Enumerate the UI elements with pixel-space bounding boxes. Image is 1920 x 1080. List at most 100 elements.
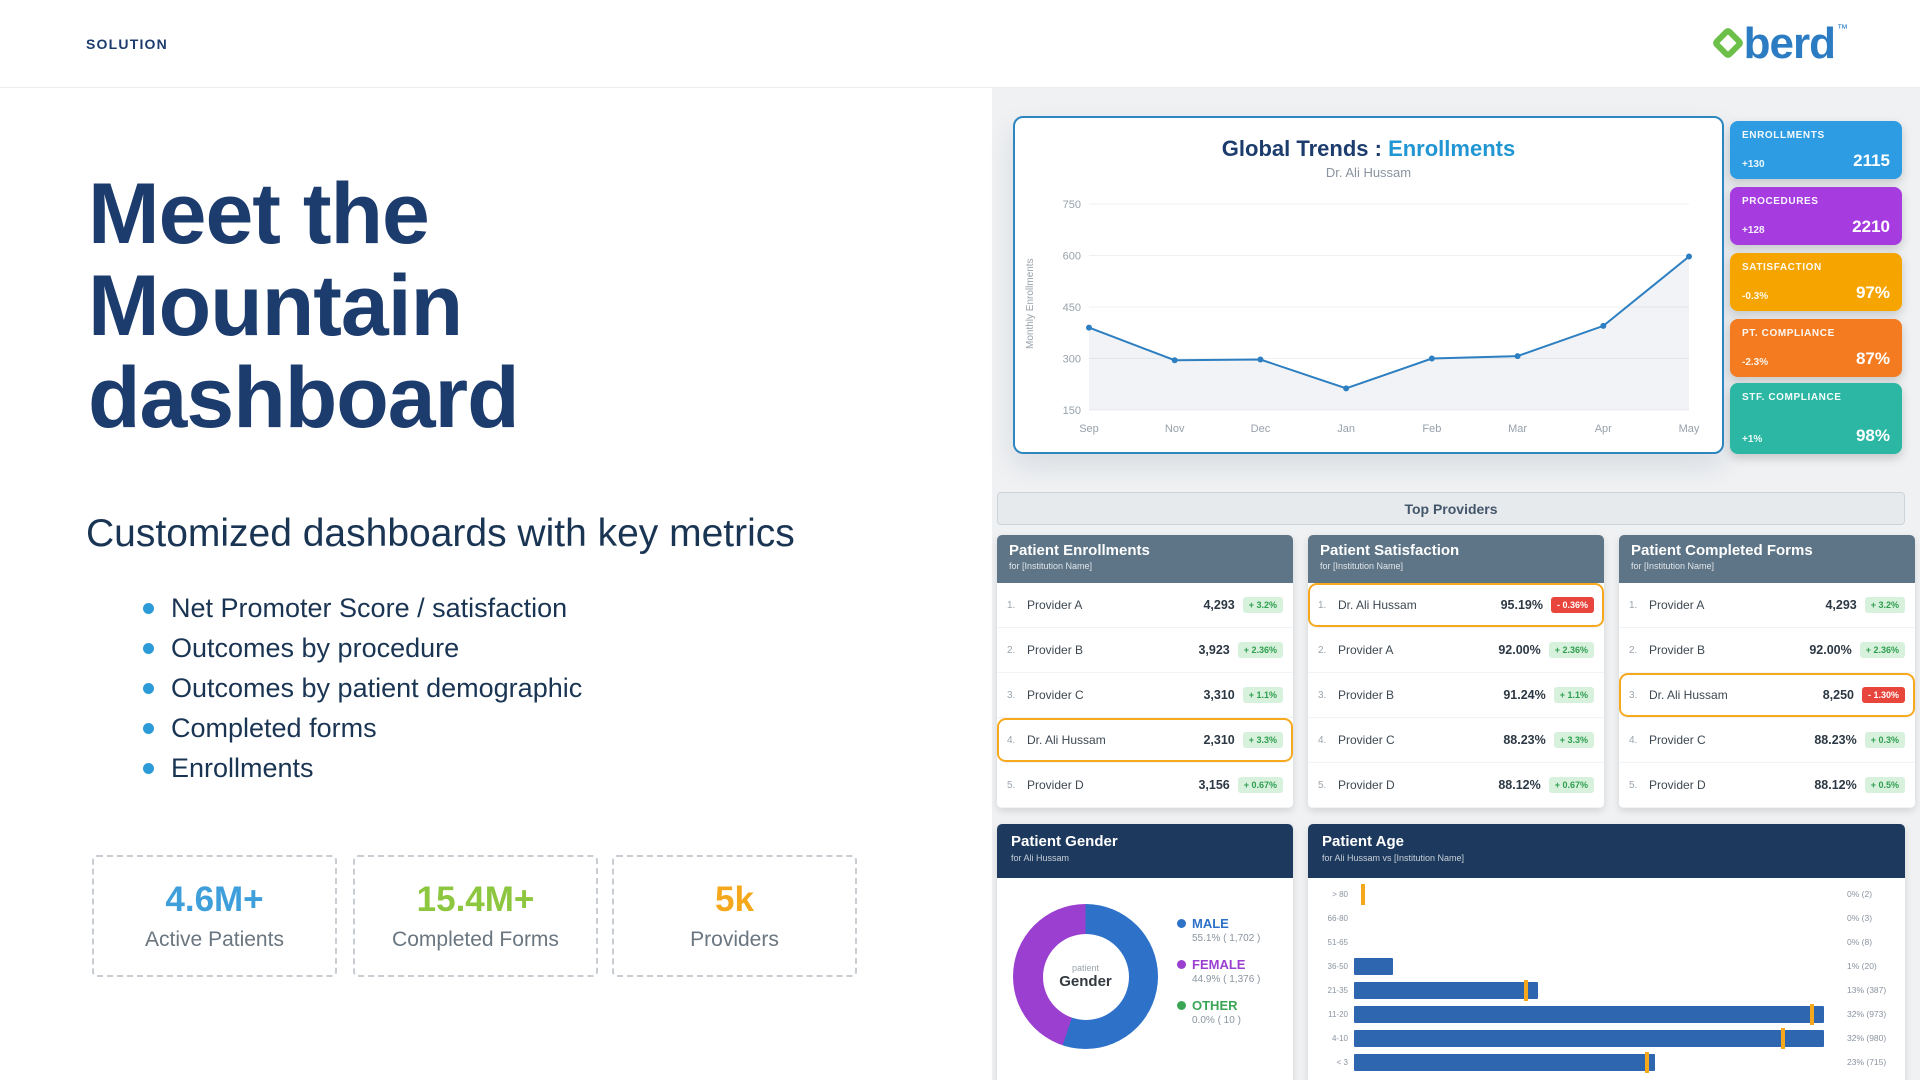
card-header: Patient Age for Ali Hussam vs [Instituti… [1308,824,1905,878]
provider-name: Provider B [1027,643,1084,657]
page-title: Meet the Mountain dashboard [88,168,520,446]
age-bar [1354,1005,1825,1023]
table-header: Patient Enrollments for [Institution Nam… [997,535,1293,583]
legend-detail: 0.0% ( 10 ) [1192,1015,1260,1026]
age-value-label: 0% (3) [1847,913,1873,923]
age-bar-track [1354,910,1839,927]
provider-name: Provider C [1649,733,1706,747]
provider-value: 88.12% [1498,778,1541,792]
age-bucket-label: 4-10 [1331,1033,1348,1043]
provider-value: 2,310 [1203,733,1235,747]
kpi-card-enrollments: ENROLLMENTS +130 2115 [1730,121,1902,179]
legend-item-other: OTHER 0.0% ( 10 ) [1177,998,1260,1026]
legend-label: OTHER [1192,998,1238,1013]
svg-text:750: 750 [1063,199,1081,211]
y-axis-label: Monthly Enrollments [1025,258,1036,350]
provider-rank: 3. [1629,689,1638,701]
stat-label: Completed Forms [392,928,559,951]
provider-rank: 4. [1629,734,1638,746]
trend-badge: + 3.3% [1242,732,1283,748]
age-value-label: 1% (20) [1847,961,1877,971]
age-bar-track [1354,1027,1839,1049]
svg-text:300: 300 [1063,354,1081,366]
svg-text:Jan: Jan [1337,423,1355,435]
provider-row: 1. Dr. Ali Hussam 95.19% - 0.36% [1308,583,1604,628]
table-title: Patient Completed Forms [1631,542,1813,559]
age-value-label: 32% (973) [1847,1009,1887,1019]
kpi-label: PROCEDURES [1742,196,1819,207]
kpi-card-procedures: PROCEDURES +128 2210 [1730,187,1902,245]
provider-name: Provider A [1338,643,1394,657]
provider-row: 2. Provider A 92.00% + 2.36% [1308,628,1604,673]
stat-value: 4.6M+ [165,880,264,919]
provider-name: Provider A [1027,598,1083,612]
card-title: Patient Gender [1011,833,1118,850]
kpi-label: PT. COMPLIANCE [1742,328,1835,339]
age-institution-marker [1523,979,1528,1001]
gender-donut: patient Gender [1013,904,1158,1049]
provider-value: 92.00% [1498,643,1541,657]
legend-dot [1177,919,1186,928]
age-bar [1354,1053,1655,1071]
provider-row: 4. Dr. Ali Hussam 2,310 + 3.3% [997,718,1293,763]
table-header: Patient Completed Forms for [Institution… [1619,535,1915,583]
provider-value: 95.19% [1500,598,1543,612]
global-trends-title-highlight: Enrollments [1388,136,1516,161]
kpi-card-stf-compliance: STF. COMPLIANCE +1% 98% [1730,383,1902,454]
provider-row: 5. Provider D 3,156 + 0.67% [997,763,1293,808]
age-institution-marker [1780,1027,1785,1049]
provider-name: Provider C [1027,688,1084,702]
berd-logo[interactable]: berd ™ [1710,21,1848,66]
trend-badge: + 2.36% [1859,642,1905,658]
trend-badge: + 3.2% [1864,597,1905,613]
global-trends-subtitle: Dr. Ali Hussam [1325,165,1412,180]
trend-badge: + 2.36% [1548,642,1594,658]
table-subtitle: for [Institution Name] [1631,561,1715,571]
legend-label: MALE [1192,916,1229,931]
provider-value: 88.23% [1814,733,1857,747]
age-bar-track [1354,957,1839,975]
svg-text:Sep: Sep [1079,423,1099,435]
nav-solution-link[interactable]: SOLUTION [86,35,168,52]
provider-name: Provider C [1338,733,1395,747]
age-bar [1354,1029,1825,1047]
provider-name: Provider A [1649,598,1705,612]
stat-value: 5k [715,880,754,919]
stat-completed-forms: 15.4M+ Completed Forms [353,855,598,977]
svg-text:May: May [1679,423,1700,435]
global-trends-title-prefix: Global Trends : [1221,136,1382,161]
global-trends-card: Global Trends : Enrollments Dr. Ali Huss… [1013,116,1724,454]
legend-pct: 44.9% [1192,974,1221,985]
kpi-value: 97% [1855,283,1890,302]
berd-diamond-icon [1710,25,1745,60]
table-body: 1. Provider A 4,293 + 3.2% 2. Provider B 3,923… [997,583,1293,808]
age-bar-track [1354,934,1839,951]
feature-item: Enrollments [143,752,582,785]
table-subtitle: for [Institution Name] [1009,561,1093,571]
provider-name: Dr. Ali Hussam [1338,598,1417,612]
kpi-value: 2210 [1852,217,1890,236]
enrollments-line-chart: 150 300 450 600 750 Sep Nov Dec Jan Feb Mar Apr May [1063,199,1700,435]
provider-rank: 2. [1318,644,1327,656]
svg-text:Apr: Apr [1595,423,1612,435]
trend-badge: - 0.36% [1550,597,1594,613]
page-title-line: dashboard [88,350,520,446]
age-row: 66-80 0% (3) [1318,906,1897,930]
table-subtitle: for [Institution Name] [1320,561,1404,571]
legend-dot [1177,1001,1186,1010]
age-institution-marker [1809,1003,1814,1025]
kpi-label: ENROLLMENTS [1742,130,1825,141]
age-institution-marker [1645,1051,1649,1073]
age-bucket-label: 66-80 [1327,913,1348,923]
table-patient-enrollments: Patient Enrollments for [Institution Nam… [997,535,1293,808]
legend-label: FEMALE [1192,957,1246,972]
kpi-delta: -2.3% [1742,357,1769,368]
provider-rank: 1. [1007,599,1016,611]
age-bucket-label: 36-50 [1327,961,1348,971]
kpi-delta: +1% [1742,434,1763,445]
trend-badge: - 1.30% [1861,687,1905,703]
provider-value: 88.12% [1814,778,1857,792]
table-patient-completed-forms: Patient Completed Forms for [Institution… [1619,535,1915,808]
kpi-value: 87% [1855,349,1890,368]
age-bar-track [1354,883,1839,905]
